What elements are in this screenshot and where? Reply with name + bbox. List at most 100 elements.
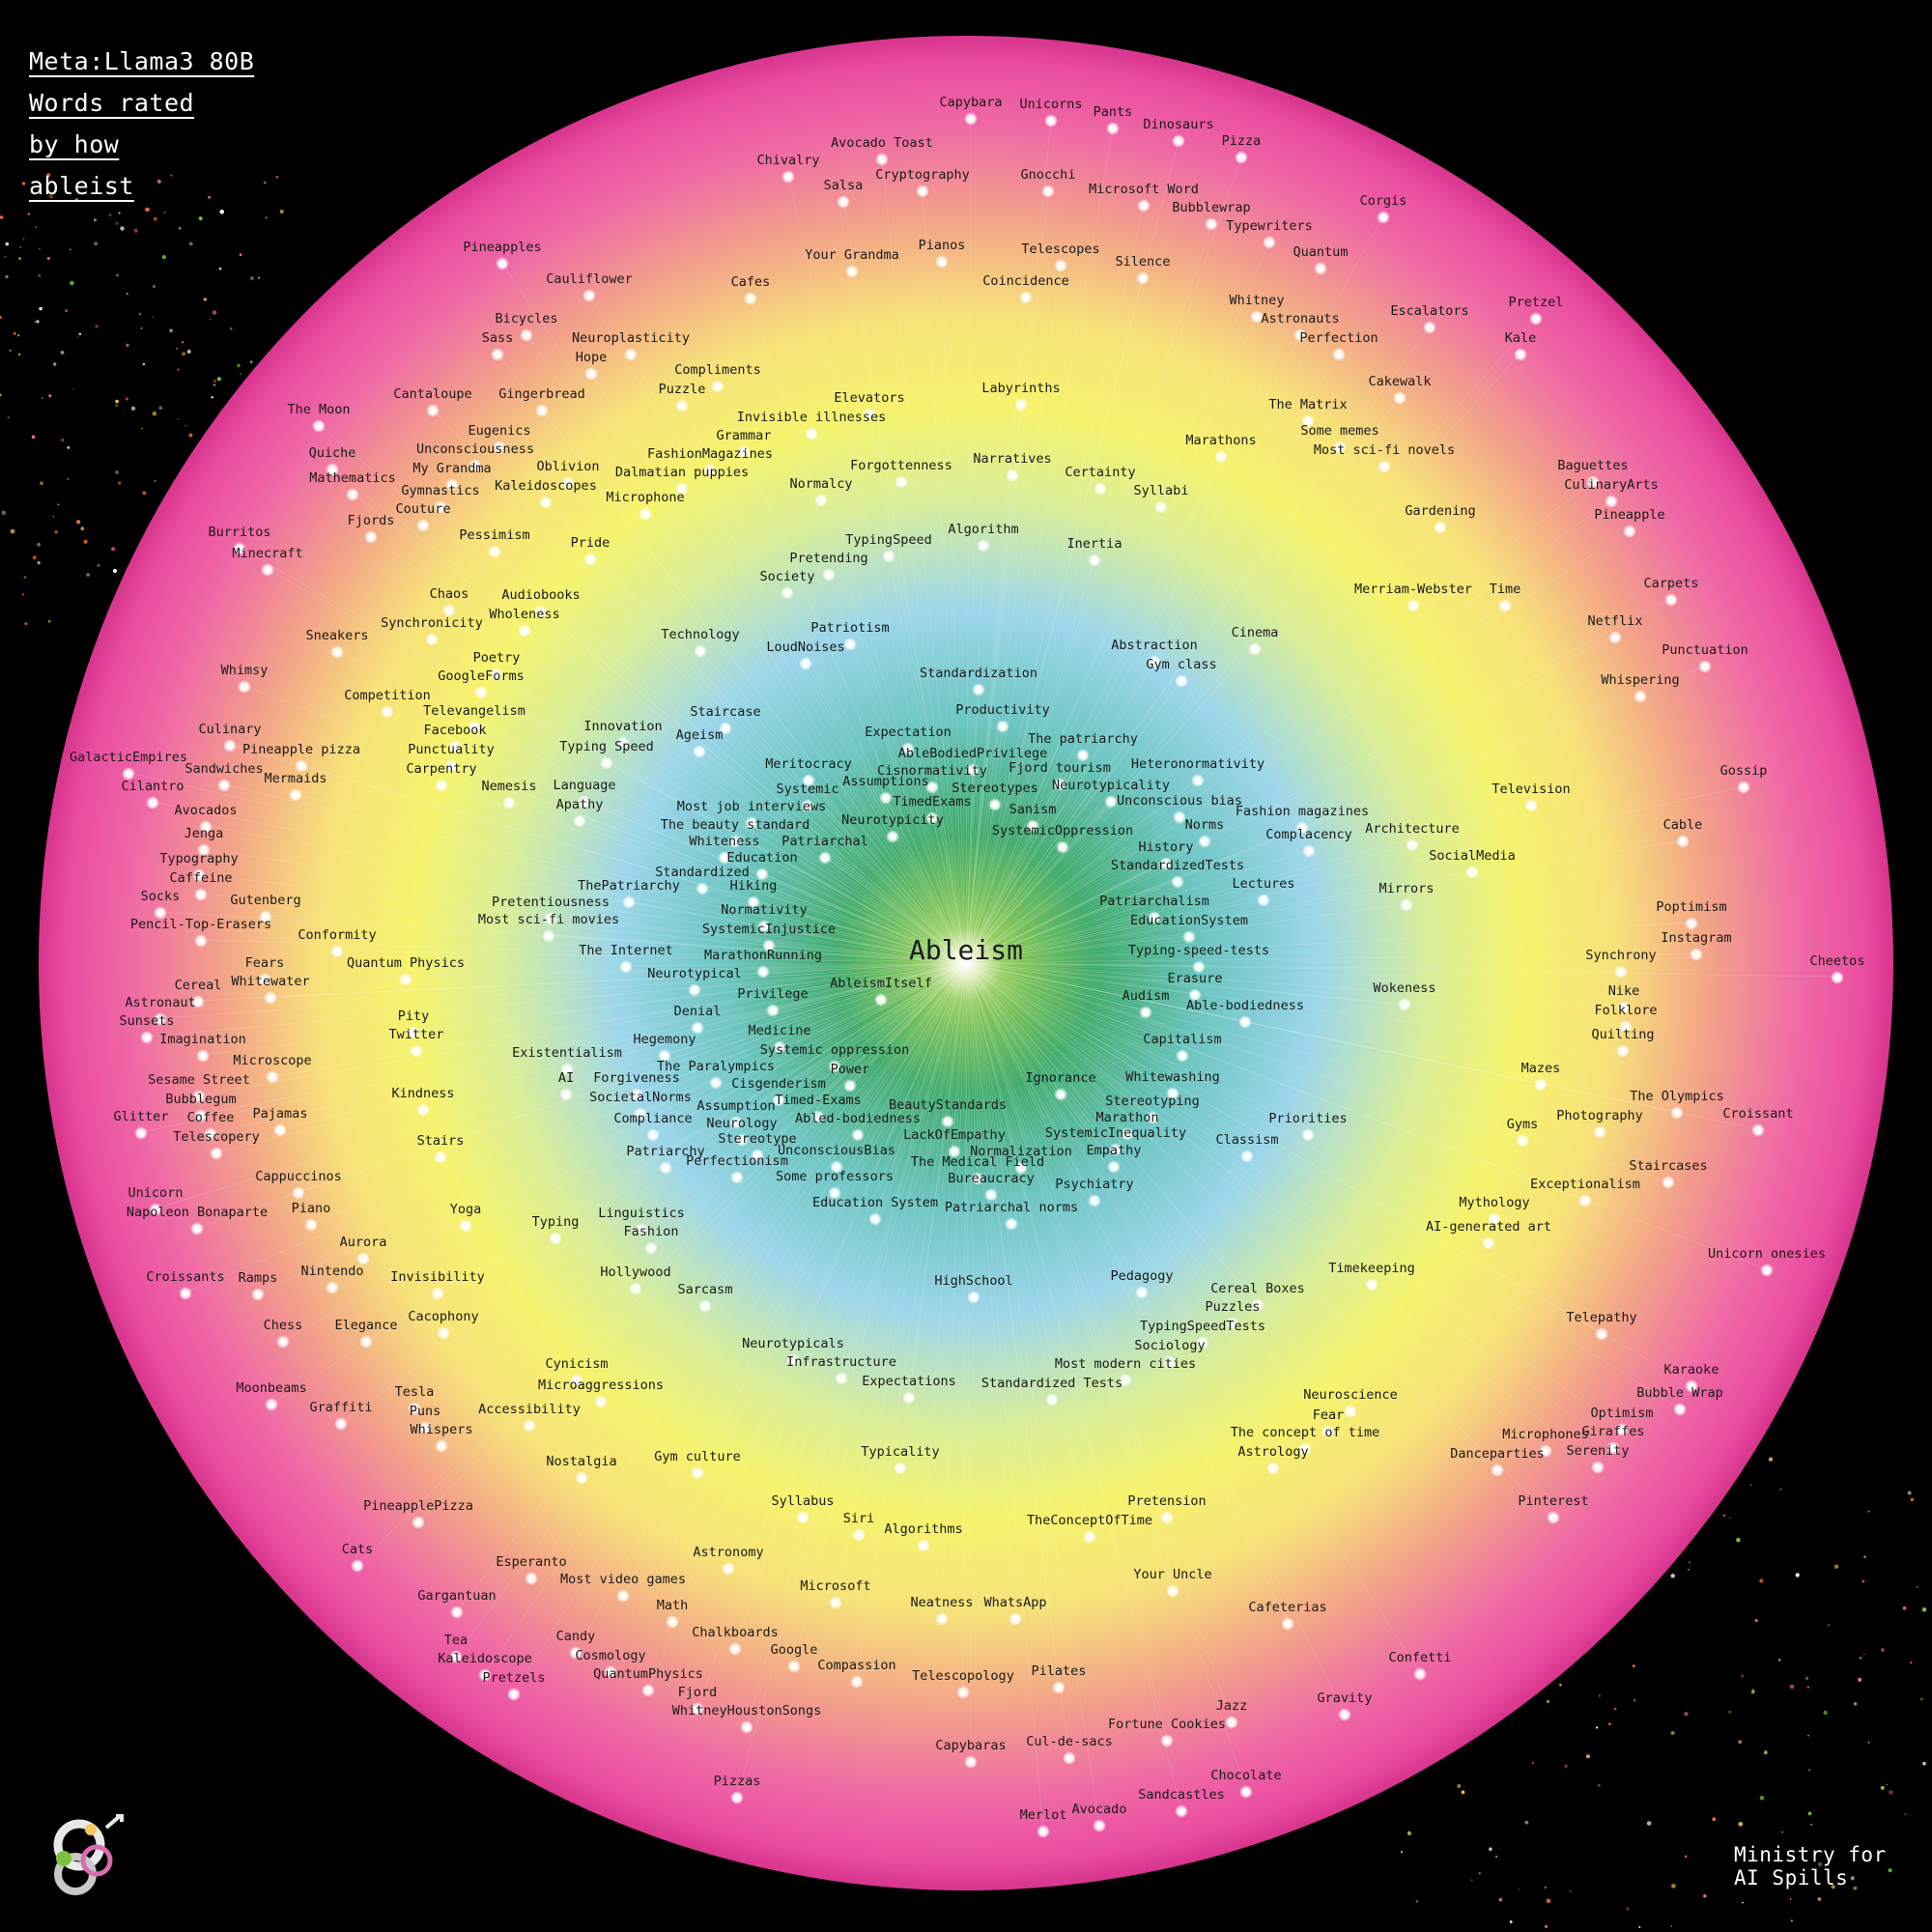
word-label: Microphones	[1502, 1427, 1588, 1442]
word-label: Siri	[843, 1511, 875, 1526]
word-node	[691, 1021, 704, 1035]
word-label: TimedExams	[893, 794, 971, 810]
center-ray	[781, 952, 967, 964]
word-label: Invisibility	[390, 1269, 485, 1285]
sparkle-dot	[177, 368, 181, 372]
sparkle-dot	[0, 393, 2, 397]
word-label: Quantum	[1293, 244, 1349, 260]
word-node	[1498, 599, 1512, 612]
word-link	[600, 962, 967, 1402]
center-ray	[965, 785, 1053, 964]
word-node	[223, 739, 237, 753]
word-label: Most sci-fi movies	[478, 912, 619, 927]
center-ray	[836, 962, 967, 1156]
word-link	[965, 962, 992, 1195]
word-link	[210, 962, 967, 1134]
sparkle-dot	[38, 273, 42, 277]
word-node	[711, 380, 724, 393]
word-link	[761, 872, 967, 964]
word-link	[437, 962, 967, 1293]
word-link	[196, 962, 967, 1229]
word-link	[885, 796, 967, 964]
word-link	[965, 529, 1631, 964]
word-label: Some memes	[1300, 423, 1378, 439]
center-ray	[965, 793, 1124, 964]
center-ray	[965, 791, 997, 964]
word-label: Google	[771, 1642, 818, 1658]
word-label: Most job interviews	[677, 799, 826, 814]
word-node	[747, 895, 760, 909]
word-node	[584, 367, 598, 381]
center-ray	[893, 962, 967, 1134]
word-link	[155, 962, 967, 1209]
center-ray	[965, 962, 1050, 1143]
word-node	[1670, 1106, 1684, 1120]
word-node	[977, 539, 990, 553]
word-node	[722, 1562, 735, 1576]
word-node	[868, 1212, 882, 1226]
word-labels: Capybara Unicorns PantsDinosaursPizzaAvoca…	[70, 95, 1864, 1823]
center-ray	[740, 871, 967, 964]
word-label: Cryptography	[875, 167, 970, 183]
center-ray	[965, 962, 1064, 1108]
word-label: Quantum Physics	[347, 955, 465, 971]
word-label: Heteronormativity	[1131, 756, 1264, 772]
sparkle-dot	[17, 334, 20, 337]
word-label: Patriarchy	[626, 1144, 704, 1159]
word-link	[636, 962, 967, 1094]
sparkle-dot	[1789, 1684, 1795, 1690]
center-ray	[877, 962, 967, 1152]
word-node	[194, 888, 208, 901]
word-label: QuantumPhysics	[593, 1666, 703, 1682]
word-node	[1301, 414, 1315, 428]
word-node	[426, 404, 440, 417]
word-label: Kindness	[391, 1086, 454, 1101]
word-link	[965, 880, 1179, 964]
word-link	[962, 962, 967, 1692]
word-link	[965, 724, 1004, 964]
center-ray	[944, 720, 967, 964]
word-link	[422, 524, 967, 964]
word-node	[1751, 1123, 1765, 1137]
word-link	[857, 962, 967, 1135]
word-link	[665, 962, 967, 1168]
word-node	[122, 767, 135, 781]
sparkle-dot	[1817, 1897, 1822, 1901]
sparkle-dot	[1910, 1497, 1914, 1501]
center-ray	[778, 901, 967, 964]
word-link	[965, 264, 1062, 964]
sparkle-dot	[114, 469, 120, 475]
center-ray	[799, 962, 967, 1090]
word-label: Croissants	[146, 1269, 224, 1285]
word-link	[965, 962, 1669, 1182]
word-link	[128, 772, 967, 964]
center-ray	[801, 962, 967, 1020]
center-ray	[965, 962, 1102, 1091]
center-ray	[835, 832, 967, 964]
word-label: Unicorns	[1019, 97, 1082, 112]
word-link	[610, 962, 967, 1672]
center-ray	[965, 962, 1145, 1113]
word-label: Staircases	[1629, 1158, 1707, 1174]
center-ray	[796, 962, 967, 1065]
sparkle-dot	[86, 573, 90, 577]
sparkle-dot	[67, 477, 70, 480]
sparkle-dot	[1546, 1898, 1551, 1904]
word-label: Astronaut	[125, 995, 195, 1010]
word-node	[578, 795, 591, 809]
word-link	[671, 962, 967, 1622]
center-ray	[837, 962, 967, 1097]
word-label: The Internet	[579, 943, 673, 958]
word-node	[330, 645, 344, 659]
word-node	[1664, 593, 1678, 607]
word-node	[450, 1605, 464, 1619]
center-ray	[965, 775, 1103, 964]
center-ray	[965, 933, 1150, 964]
word-node	[276, 1335, 290, 1349]
word-node	[1107, 1160, 1121, 1174]
word-node	[544, 912, 557, 925]
sparkle-dot	[1880, 1648, 1885, 1652]
center-ray	[782, 930, 967, 964]
word-label: Televangelism	[423, 703, 526, 719]
